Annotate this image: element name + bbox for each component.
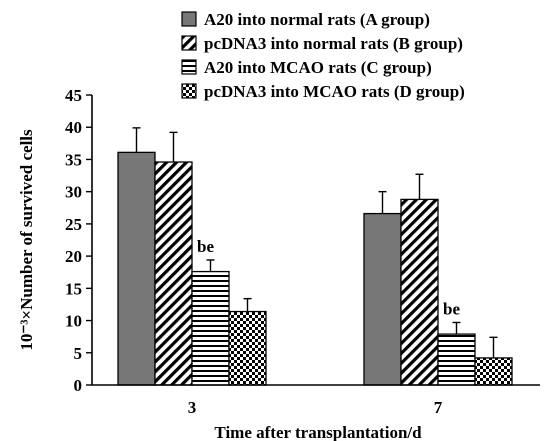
legend: A20 into normal rats (A group) pcDNA3 int…	[181, 10, 465, 101]
bar	[474, 357, 513, 386]
y-tick-label: 15	[65, 279, 82, 298]
legend-label: A20 into MCAO rats (C group)	[204, 58, 432, 77]
significance-annotation: be	[197, 237, 214, 256]
significance-annotation: be	[443, 299, 460, 318]
bar	[437, 333, 476, 386]
y-tick-label: 35	[65, 150, 82, 169]
bars: 3 7 be be	[117, 127, 513, 417]
y-tick-label: 20	[65, 247, 82, 266]
bar	[191, 270, 230, 386]
legend-swatch	[181, 83, 197, 99]
bar	[363, 212, 402, 386]
x-axis-label: Time after transplantation/d	[214, 423, 422, 441]
y-tick-label: 10	[65, 312, 82, 331]
y-tick-label: 40	[65, 118, 82, 137]
legend-label: pcDNA3 into MCAO rats (D group)	[204, 82, 465, 101]
legend-swatch	[181, 11, 197, 27]
bar	[400, 198, 439, 386]
bar	[228, 310, 267, 386]
x-tick-label: 3	[188, 398, 197, 417]
y-axis-ticks: 0 5 10 15 20 25 30 35 40 45	[65, 86, 92, 395]
legend-swatch	[181, 59, 197, 75]
y-tick-label: 0	[74, 376, 83, 395]
legend-label: A20 into normal rats (A group)	[204, 10, 430, 29]
y-tick-label: 25	[65, 215, 82, 234]
bar	[117, 151, 156, 386]
y-tick-label: 5	[74, 344, 83, 363]
x-tick-label: 7	[434, 398, 443, 417]
y-tick-label: 30	[65, 183, 82, 202]
axes	[91, 95, 540, 386]
legend-label: pcDNA3 into normal rats (B group)	[204, 34, 463, 53]
bar	[154, 161, 193, 386]
y-tick-label: 45	[65, 86, 82, 105]
y-axis-label: 10⁻³×Number of survived cells	[17, 129, 36, 351]
legend-swatch	[181, 35, 197, 51]
